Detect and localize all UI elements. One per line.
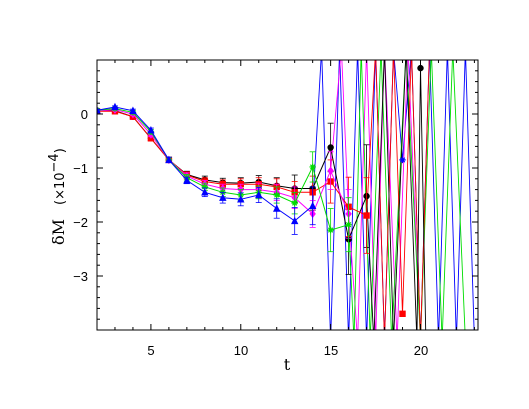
y-axis-unit: (×10	[53, 172, 68, 205]
data-point	[273, 204, 281, 212]
svg-text:δM(×10−4): δM (×10−4)	[47, 148, 68, 245]
data-point	[201, 183, 209, 191]
data-point	[165, 155, 173, 164]
data-point	[327, 226, 334, 234]
noisy-tail-line	[366, 60, 430, 330]
data-point	[129, 106, 137, 114]
data-point	[111, 102, 119, 111]
data-point	[219, 193, 227, 201]
data-point	[327, 166, 334, 175]
series-line	[97, 106, 314, 222]
data-point	[363, 212, 370, 219]
x-tick-label: 5	[147, 343, 154, 358]
x-tick-label: 20	[414, 343, 428, 358]
data-point	[201, 188, 209, 196]
plot-frame	[96, 59, 479, 331]
data-point	[273, 191, 280, 199]
data-point	[345, 221, 352, 228]
data-point	[147, 126, 155, 134]
noisy-tail-line	[366, 60, 427, 330]
y-tick-label: −1	[73, 161, 88, 176]
noisy-tail-line	[330, 60, 421, 330]
y-tick-label: −3	[73, 269, 88, 284]
data-point	[308, 201, 317, 209]
x-tick-label: 10	[234, 343, 248, 358]
y-axis-label: δM	[49, 219, 68, 245]
data-point	[327, 144, 334, 151]
data-point	[97, 106, 101, 114]
data-point	[237, 195, 245, 203]
series-line	[97, 110, 368, 242]
data-point	[399, 156, 406, 164]
data-point	[183, 176, 191, 184]
tick-layer	[96, 60, 478, 330]
x-tick-label: 15	[324, 343, 338, 358]
y-axis-unit-exponent: −4	[47, 153, 62, 172]
data-point	[255, 190, 263, 199]
data-layer	[97, 60, 475, 330]
data-point	[399, 310, 406, 317]
data-point	[309, 163, 316, 171]
y-axis-unit-close: )	[53, 148, 68, 153]
data-point	[417, 64, 424, 72]
y-tick-label: 0	[81, 107, 88, 122]
data-point	[290, 216, 299, 225]
y-tick-label: −2	[73, 215, 88, 230]
y-axis-label-group: δM (×10−4)	[47, 148, 68, 245]
x-axis-label: t	[284, 355, 291, 374]
data-point	[291, 199, 298, 207]
series-line	[97, 110, 367, 216]
